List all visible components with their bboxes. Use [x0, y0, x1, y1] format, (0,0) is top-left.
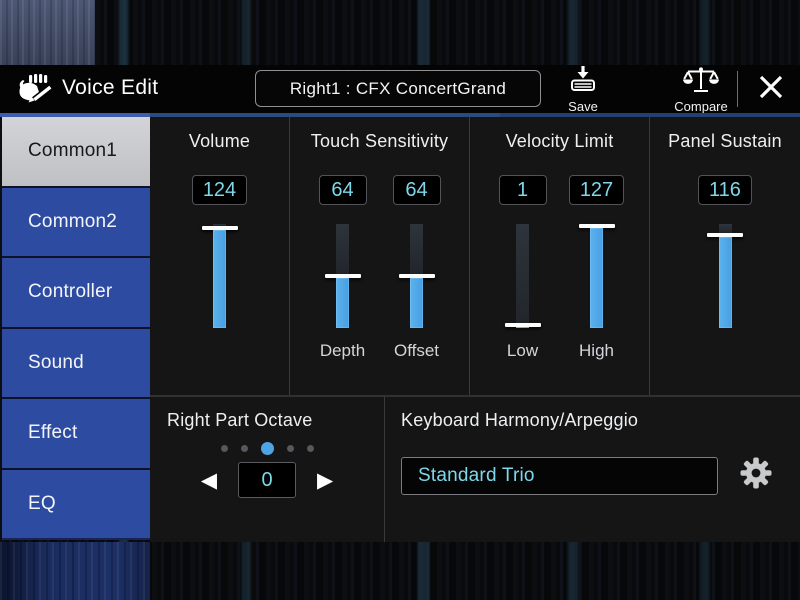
lower-row: Right Part Octave ◀ 0 ▶ Keyboard Harmony… [150, 397, 800, 542]
sidebar-tab-list: Common1 Common2 Controller Sound Effect … [2, 117, 150, 540]
slider-handle[interactable] [707, 233, 743, 237]
sustain-slider[interactable] [707, 224, 743, 328]
sustain-value-box[interactable]: 116 [698, 175, 752, 205]
velocity-high-slider[interactable] [578, 224, 615, 328]
slider-handle[interactable] [398, 274, 435, 278]
depth-label: Depth [319, 341, 366, 360]
section-title: Volume [188, 131, 251, 151]
tab-sound[interactable]: Sound [2, 328, 150, 399]
slider-handle[interactable] [578, 224, 615, 228]
background-bottom-left-block [0, 542, 150, 600]
page-dot [220, 445, 228, 452]
parameter-row: Volume 124 Touch Sensitivity [150, 117, 800, 397]
slider-track-empty [718, 224, 732, 233]
tab-common2[interactable]: Common2 [2, 187, 150, 258]
header-accent-line [0, 113, 800, 117]
harmony-type-select[interactable]: Standard Trio [401, 456, 718, 495]
volume-slider[interactable] [201, 224, 238, 328]
velocity-low-value-box[interactable]: 1 [498, 175, 547, 205]
octave-title: Right Part Octave [167, 410, 313, 430]
slider-track-empty [516, 224, 529, 323]
page-dot [240, 445, 248, 452]
tab-controller[interactable]: Controller [2, 258, 150, 329]
main-panel: Volume 124 Touch Sensitivity [150, 117, 800, 542]
velocity-high-value-box[interactable]: 127 [568, 175, 625, 205]
octave-stepper: ◀ 0 ▶ [167, 462, 367, 498]
octave-decrement-button[interactable]: ◀ [200, 468, 217, 492]
background-top-left-block [0, 0, 95, 65]
section-title: Panel Sustain [668, 131, 782, 151]
touch-offset-value-box[interactable]: 64 [392, 175, 441, 205]
touch-offset-slider[interactable] [398, 224, 435, 328]
slider-track-empty [336, 224, 349, 274]
page-dot [306, 445, 314, 452]
volume-value-box[interactable]: 124 [191, 175, 248, 205]
slider-track-empty [213, 224, 226, 226]
save-button[interactable]: Save [548, 66, 618, 114]
slider-handle[interactable] [504, 323, 541, 327]
tab-eq[interactable]: EQ [2, 469, 150, 540]
slider-fill [410, 278, 423, 328]
tab-effect[interactable]: Effect [2, 399, 150, 470]
touch-depth-slider[interactable] [324, 224, 361, 328]
header-divider [737, 71, 738, 107]
harmony-settings-button[interactable] [738, 455, 774, 496]
section-title: Velocity Limit [505, 131, 614, 151]
page-dot-active [260, 442, 274, 455]
slider-handle[interactable] [201, 226, 238, 230]
velocity-low-slider[interactable] [504, 224, 541, 328]
slider-fill [718, 237, 732, 328]
section-panel-sustain: Panel Sustain 116 [650, 117, 800, 395]
high-label: High [579, 341, 614, 360]
compare-button[interactable]: Compare [666, 66, 736, 114]
slider-fill [336, 278, 349, 328]
section-touch-sensitivity: Touch Sensitivity 64 Depth 64 [290, 117, 470, 395]
low-label: Low [506, 341, 539, 360]
close-button[interactable] [749, 69, 793, 109]
voice-edit-hand-pen-icon [15, 73, 57, 110]
octave-value-box[interactable]: 0 [238, 462, 296, 498]
page-title: Voice Edit [62, 76, 159, 99]
section-velocity-limit: Velocity Limit 1 Low 127 [470, 117, 650, 395]
harmony-title: Keyboard Harmony/Arpeggio [401, 410, 639, 430]
compare-label: Compare [674, 99, 728, 114]
slider-track-empty [410, 224, 423, 274]
header-bar: Voice Edit Right1 : CFX ConcertGrand Sav… [0, 65, 800, 114]
save-icon [569, 66, 597, 99]
octave-page-dots [167, 442, 367, 455]
octave-increment-button[interactable]: ▶ [317, 468, 334, 492]
touch-depth-value-box[interactable]: 64 [318, 175, 367, 205]
slider-handle[interactable] [324, 274, 361, 278]
section-keyboard-harmony: Keyboard Harmony/Arpeggio Standard Trio [385, 397, 800, 542]
section-title: Touch Sensitivity [310, 131, 449, 151]
slider-fill [516, 327, 529, 328]
tab-common1[interactable]: Common1 [2, 117, 150, 188]
section-right-part-octave: Right Part Octave ◀ 0 ▶ [150, 397, 385, 542]
offset-label: Offset [393, 341, 440, 360]
close-icon [757, 73, 785, 106]
gear-icon [738, 455, 774, 496]
slider-fill [590, 228, 603, 328]
save-label: Save [568, 99, 598, 114]
voice-name-button[interactable]: Right1 : CFX ConcertGrand [255, 70, 541, 107]
compare-scales-icon [681, 66, 721, 99]
slider-fill [213, 230, 226, 328]
page-dot [286, 445, 294, 452]
section-volume: Volume 124 [150, 117, 290, 395]
